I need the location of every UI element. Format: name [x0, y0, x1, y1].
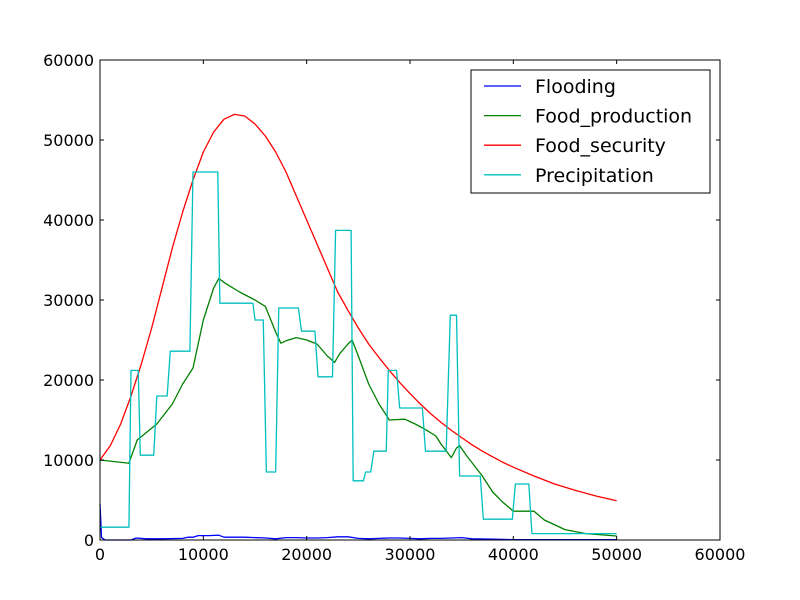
- y-tick-label: 30000: [43, 291, 94, 310]
- y-tick-label: 60000: [43, 51, 94, 70]
- legend: Flooding Food_production Food_security Prec…: [470, 69, 711, 194]
- y-tick-label: 10000: [43, 451, 94, 470]
- x-tick-label: 30000: [385, 545, 436, 564]
- legend-label-food-production: Food_production: [535, 106, 692, 128]
- legend-label-food-security: Food_security: [535, 135, 666, 157]
- series-line-precipitation: [100, 171, 617, 535]
- y-tick-label: 20000: [43, 371, 94, 390]
- x-tick-label: 40000: [488, 545, 539, 564]
- legend-frame: [470, 69, 711, 194]
- y-tick-label: 40000: [43, 211, 94, 230]
- y-tick-label: 50000: [43, 131, 94, 150]
- x-tick-label: 0: [95, 545, 105, 564]
- series-line-food-security: [99, 113, 617, 502]
- legend-label-precipitation: Precipitation: [535, 165, 654, 187]
- y-tick-label: 0: [84, 531, 94, 550]
- series-line-food-production: [99, 277, 617, 537]
- x-tick-label: 10000: [178, 545, 229, 564]
- series-line-flooding: [99, 503, 617, 541]
- series-lines: [99, 113, 617, 541]
- x-tick-label: 60000: [695, 545, 746, 564]
- x-tick-label: 50000: [591, 545, 642, 564]
- axis-ticks: 0 10000 20000 30000 40000 50000 60000 0 10000 200…: [43, 51, 745, 564]
- legend-label-flooding: Flooding: [535, 76, 616, 98]
- x-tick-label: 20000: [281, 545, 332, 564]
